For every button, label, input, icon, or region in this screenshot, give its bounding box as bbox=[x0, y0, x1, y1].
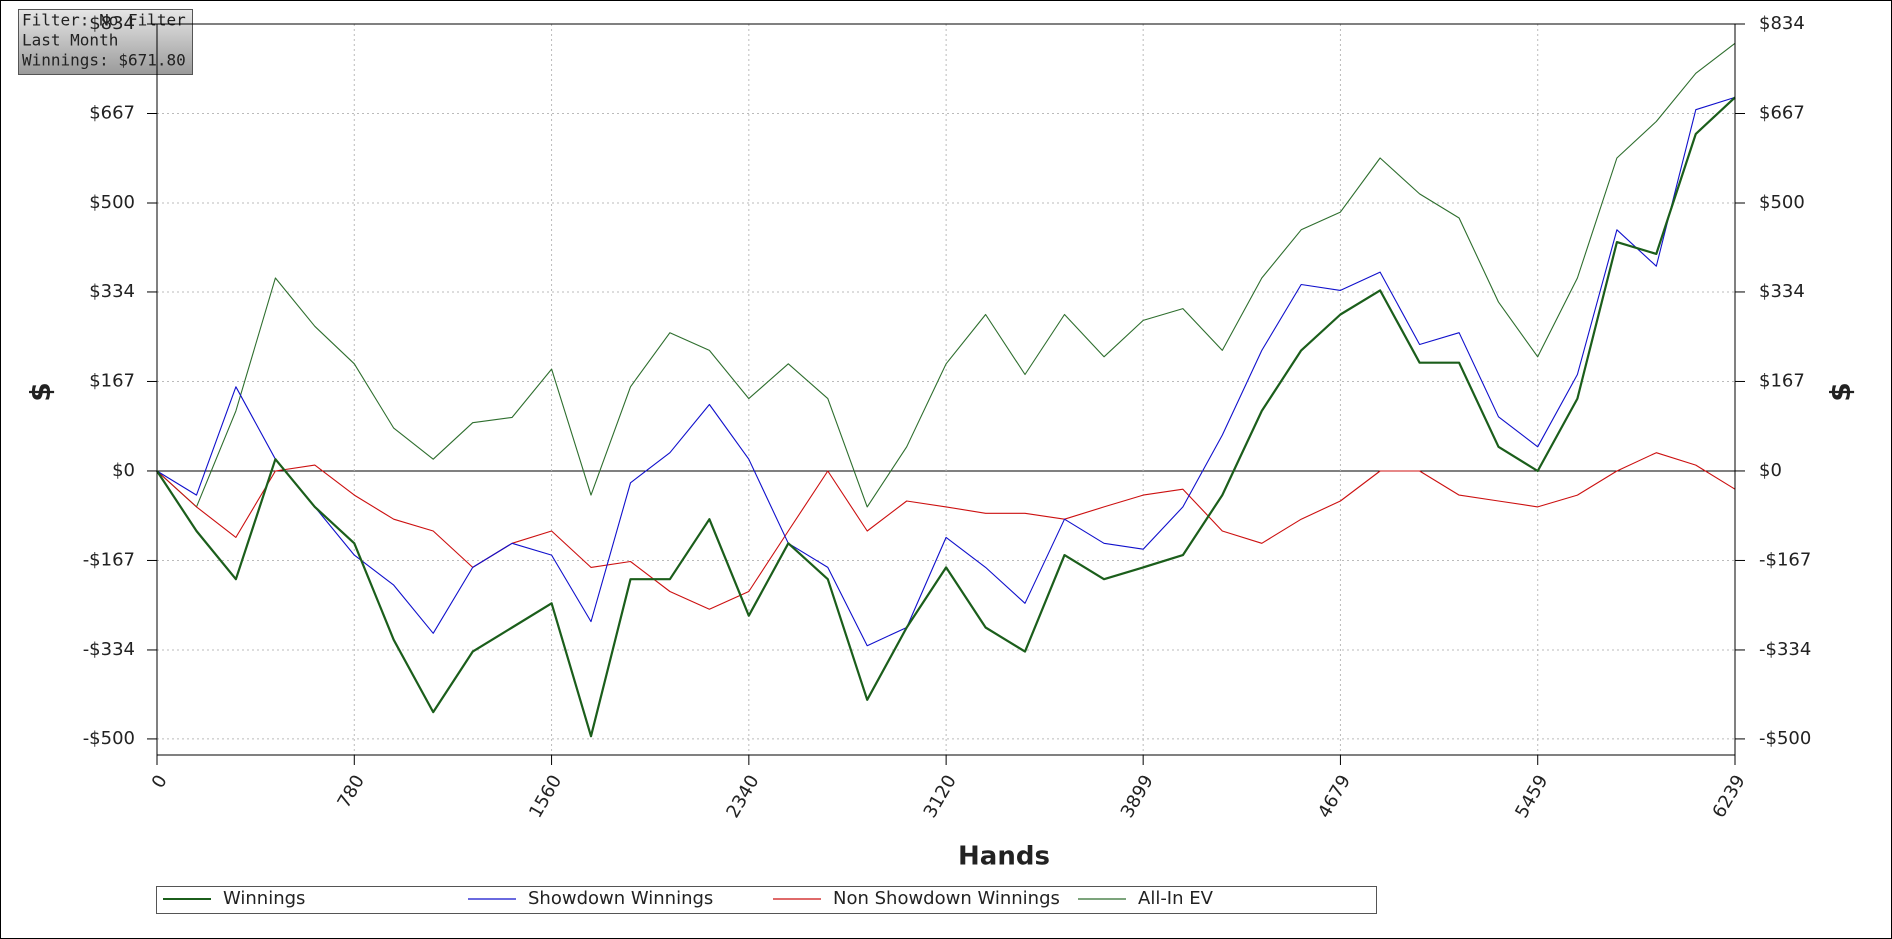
plot-area bbox=[156, 23, 1736, 755]
legend-box bbox=[156, 886, 1377, 914]
y-tick-label: $667 bbox=[89, 102, 135, 123]
x-axis-title: Hands bbox=[958, 842, 1050, 872]
y2-tick-label: $167 bbox=[1759, 370, 1805, 391]
y2-tick-label: $500 bbox=[1759, 192, 1805, 213]
y2-tick-label: -$167 bbox=[1759, 549, 1811, 570]
y-tick-label: -$500 bbox=[83, 728, 135, 749]
y-axis-title: $ bbox=[24, 382, 57, 401]
y-tick-label: -$167 bbox=[83, 549, 135, 570]
y2-tick-label: $834 bbox=[1759, 13, 1805, 34]
y-tick-label: $334 bbox=[89, 281, 135, 302]
y2-tick-label: $334 bbox=[1759, 281, 1805, 302]
plot-border bbox=[156, 23, 1736, 756]
info-box-bg bbox=[18, 9, 193, 75]
legend-label: Non Showdown Winnings bbox=[833, 888, 1060, 909]
series-line bbox=[156, 96, 1736, 738]
info-filter: Filter: No Filter bbox=[22, 11, 186, 30]
y-tick-label: $167 bbox=[89, 370, 135, 391]
y-tick-label: $0 bbox=[112, 460, 135, 481]
legend-label: Showdown Winnings bbox=[528, 888, 713, 909]
y-tick-label: -$334 bbox=[83, 639, 135, 660]
legend-label: All-In EV bbox=[1138, 888, 1214, 909]
info-winnings: Winnings: $671.80 bbox=[22, 51, 186, 70]
y-tick-label: $500 bbox=[89, 192, 135, 213]
legend-label: Winnings bbox=[223, 888, 305, 909]
series-line bbox=[156, 452, 1736, 610]
y2-tick-label: -$334 bbox=[1759, 639, 1811, 660]
y2-axis-title: $ bbox=[1824, 382, 1857, 401]
y-tick-label: $834 bbox=[89, 13, 135, 34]
info-period: Last Month bbox=[22, 31, 118, 50]
y2-tick-label: $0 bbox=[1759, 460, 1782, 481]
info-box: Filter: No Filter Last Month Winnings: $… bbox=[18, 9, 193, 75]
series-line bbox=[156, 42, 1736, 508]
series-line bbox=[156, 96, 1736, 647]
y2-tick-label: $667 bbox=[1759, 102, 1805, 123]
y2-tick-label: -$500 bbox=[1759, 728, 1811, 749]
